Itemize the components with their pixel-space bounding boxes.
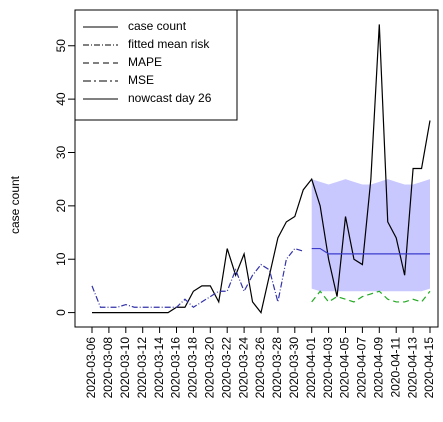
y-tick-label: 20 (54, 199, 68, 213)
x-tick-label: 2020-03-18 (186, 337, 200, 399)
x-tick-label: 2020-04-03 (321, 337, 335, 399)
series-line (91, 247, 304, 309)
x-tick-label: 2020-03-12 (135, 337, 149, 399)
x-tick-label: 2020-04-05 (338, 337, 352, 399)
x-tick-label: 2020-03-30 (287, 337, 301, 399)
x-tick-label: 2020-03-26 (253, 337, 267, 399)
x-tick-label: 2020-03-08 (101, 337, 115, 399)
y-tick-label: 40 (54, 92, 68, 106)
legend-box (74, 9, 238, 121)
x-tick-label: 2020-03-22 (219, 337, 233, 399)
series-line (311, 290, 431, 303)
x-tick-label: 2020-03-06 (84, 337, 98, 399)
legend-label: fitted mean risk (128, 37, 210, 51)
y-tick-label: 10 (54, 252, 68, 266)
y-tick-label: 30 (54, 145, 68, 159)
uncertainty-band (311, 179, 430, 292)
series-line (311, 247, 430, 255)
x-tick-label: 2020-03-20 (202, 337, 216, 399)
y-axis-label: case count (8, 175, 22, 234)
x-tick-label: 2020-04-01 (304, 337, 318, 399)
legend-label: nowcast day 26 (128, 91, 212, 105)
legend-label: MAPE (128, 55, 162, 69)
x-tick-label: 2020-04-13 (405, 337, 419, 399)
legend-label: MSE (128, 73, 154, 87)
x-tick-label: 2020-03-24 (236, 337, 250, 399)
y-tick-label: 0 (54, 309, 68, 316)
x-tick-label: 2020-03-10 (118, 337, 132, 399)
x-tick-label: 2020-03-16 (169, 337, 183, 399)
y-tick-label: 50 (54, 39, 68, 53)
legend-label: case count (128, 19, 187, 33)
plot-box (74, 9, 439, 328)
x-tick-label: 2020-03-14 (152, 337, 166, 399)
x-tick-label: 2020-04-15 (422, 337, 436, 399)
x-tick-label: 2020-04-11 (388, 337, 402, 398)
x-tick-label: 2020-04-09 (371, 337, 385, 399)
series-line (92, 24, 431, 314)
x-tick-label: 2020-04-07 (355, 337, 369, 399)
x-tick-label: 2020-03-28 (270, 337, 284, 399)
